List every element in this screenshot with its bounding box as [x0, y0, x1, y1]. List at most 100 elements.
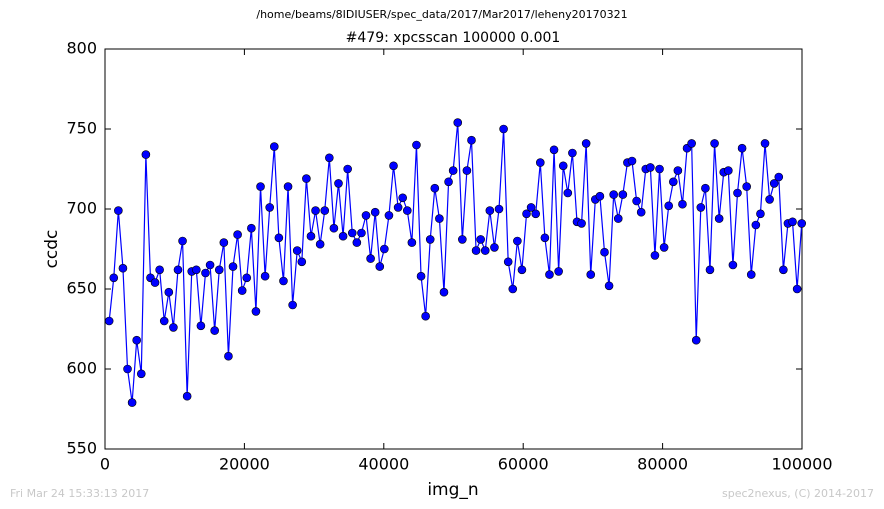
data-point — [595, 191, 605, 201]
data-point — [646, 163, 655, 172]
data-point — [604, 281, 614, 291]
data-point — [435, 214, 444, 223]
data-point — [742, 182, 751, 191]
data-point — [315, 239, 325, 249]
data-point — [192, 265, 201, 275]
data-point — [361, 211, 371, 220]
data-point — [416, 271, 426, 281]
data-point — [201, 268, 210, 278]
data-point — [352, 238, 362, 247]
data-point — [705, 265, 715, 275]
data-point — [375, 262, 385, 271]
data-point — [425, 235, 435, 244]
data-point — [136, 369, 146, 379]
data-point — [384, 211, 394, 220]
data-point — [545, 270, 554, 279]
data-point — [279, 276, 288, 286]
data-point — [636, 207, 646, 217]
data-point — [329, 223, 339, 233]
data-point — [159, 316, 169, 326]
data-point — [526, 203, 536, 212]
data-point — [265, 203, 275, 212]
data-point — [412, 140, 421, 150]
data-point — [347, 228, 357, 238]
data-point — [664, 201, 674, 211]
chart-subtitle: #479: xpcsscan 100000 0.001 — [346, 30, 561, 46]
data-point — [118, 263, 128, 273]
data-point — [155, 265, 164, 275]
x-axis-label: img_n — [427, 480, 478, 500]
data-point — [779, 265, 788, 275]
data-point — [306, 231, 316, 241]
data-point — [618, 190, 628, 199]
data-point — [737, 143, 747, 153]
data-point — [788, 217, 797, 227]
data-point — [398, 193, 408, 203]
y-tick-label: 700 — [66, 199, 97, 218]
data-point — [668, 177, 678, 187]
y-axis-label: ccdc — [42, 230, 62, 269]
data-point — [540, 233, 550, 243]
data-point — [535, 158, 545, 167]
credit: spec2nexus, (C) 2014-2017 — [722, 487, 874, 500]
data-point — [141, 150, 151, 159]
data-point — [297, 257, 307, 267]
data-point — [650, 251, 660, 260]
data-point — [453, 118, 463, 127]
data-point — [283, 182, 293, 191]
data-point — [792, 284, 802, 294]
data-point — [210, 326, 219, 335]
data-point — [513, 236, 522, 246]
data-point — [256, 182, 265, 191]
data-point — [503, 257, 513, 267]
data-point — [480, 246, 490, 255]
data-point — [632, 196, 641, 206]
data-point — [269, 142, 279, 151]
data-point — [774, 172, 784, 182]
x-tick-label: 100000 — [771, 455, 832, 474]
data-point — [462, 166, 472, 175]
data-point — [311, 206, 320, 215]
data-point — [205, 260, 215, 270]
data-point — [402, 206, 412, 215]
data-point — [586, 270, 596, 279]
data-point — [554, 267, 563, 276]
data-point — [104, 316, 114, 326]
data-point — [178, 236, 187, 246]
data-point — [242, 273, 252, 283]
data-point — [563, 188, 573, 198]
data-point — [173, 265, 183, 275]
data-point — [714, 214, 724, 223]
data-point — [370, 207, 380, 217]
data-point — [389, 161, 398, 171]
data-point — [407, 238, 417, 247]
data-point — [114, 206, 123, 215]
data-point — [448, 166, 458, 175]
data-point — [517, 265, 527, 275]
x-tick-label: 0 — [100, 455, 110, 474]
data-point — [751, 220, 761, 230]
data-point — [380, 244, 389, 254]
data-point — [577, 219, 586, 228]
data-point — [421, 311, 430, 321]
data-point — [655, 164, 664, 174]
data-point — [338, 231, 348, 241]
data-point — [476, 235, 485, 244]
data-point — [746, 270, 756, 279]
data-point — [687, 139, 696, 148]
chart-title: /home/beams/8IDIUSER/spec_data/2017/Mar2… — [256, 8, 627, 21]
data-point — [499, 124, 508, 134]
data-point — [288, 300, 297, 310]
data-point — [765, 195, 774, 204]
data-point — [471, 246, 481, 255]
data-point — [609, 190, 618, 199]
y-tick-label: 600 — [66, 359, 97, 378]
data-point — [182, 391, 192, 401]
data-point — [531, 209, 541, 219]
y-tick-label: 800 — [66, 39, 97, 58]
data-point — [219, 238, 229, 247]
data-point — [581, 139, 591, 148]
timestamp: Fri Mar 24 15:33:13 2017 — [10, 487, 149, 500]
data-point — [196, 321, 206, 331]
